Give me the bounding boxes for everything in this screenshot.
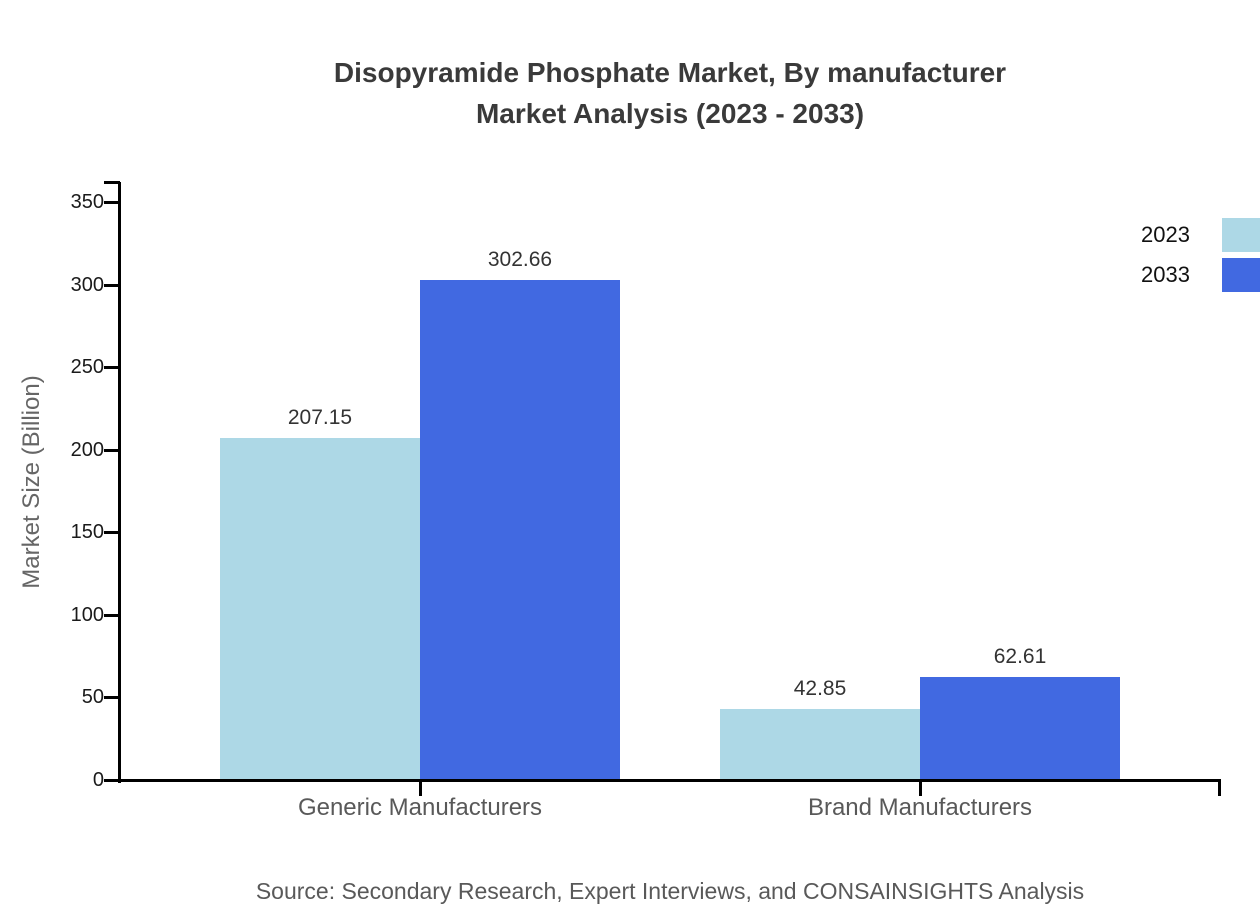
y-tick-100 (104, 613, 120, 617)
y-tick-50 (104, 696, 120, 700)
source-note: Source: Secondary Research, Expert Inter… (255, 878, 1085, 904)
y-tick-250 (104, 366, 120, 370)
bar-2033-brand-manufacturers (920, 676, 1120, 781)
x-axis-line (118, 779, 1221, 782)
y-tick-150 (104, 531, 120, 535)
x-tick-brand-manufacturers (918, 780, 922, 796)
bar-2023-generic-manufacturers (220, 437, 420, 781)
y-tick-label-350: 350 (70, 191, 104, 213)
value-label-2033-brand-manufacturers: 62.61 (993, 644, 1047, 668)
value-label-2023-brand-manufacturers: 42.85 (793, 677, 847, 701)
x-tick-generic-manufacturers (418, 780, 422, 796)
legend-item-2033: 2033 (1141, 258, 1260, 292)
x-category-label-generic-manufacturers: Generic Manufacturers (297, 794, 543, 821)
y-axis-end-cap (104, 181, 120, 184)
y-axis-line (118, 182, 121, 783)
y-tick-label-250: 250 (70, 356, 104, 379)
y-tick-label-100: 100 (70, 603, 104, 626)
legend-swatch-2033 (1222, 258, 1260, 292)
y-tick-350 (104, 201, 120, 204)
legend-swatch-2023 (1222, 218, 1260, 252)
legend-label-2023: 2023 (1141, 222, 1190, 247)
y-tick-label-300: 300 (70, 273, 104, 296)
y-tick-label-0: 0 (92, 769, 104, 791)
y-tick-200 (104, 448, 120, 452)
value-label-2033-generic-manufacturers: 302.66 (487, 248, 553, 272)
y-tick-300 (104, 283, 120, 287)
chart-title: Disopyramide Phosphate Market, By manufa… (120, 52, 1220, 134)
x-category-label-brand-manufacturers: Brand Manufacturers (807, 794, 1033, 821)
x-axis-end-cap (1218, 780, 1221, 796)
chart-title-line-1: Disopyramide Phosphate Market, By manufa… (333, 57, 1007, 88)
bar-2023-brand-manufacturers (720, 709, 920, 781)
legend: 2023 2033 (1141, 218, 1260, 298)
chart-title-line-2: Market Analysis (2023 - 2033) (475, 98, 865, 129)
legend-item-2023: 2023 (1141, 218, 1260, 252)
value-label-2023-generic-manufacturers: 207.15 (287, 405, 353, 429)
y-tick-label-200: 200 (70, 438, 104, 461)
y-tick-label-150: 150 (70, 521, 104, 544)
bar-2033-generic-manufacturers (420, 280, 620, 781)
y-tick-label-50: 50 (81, 686, 104, 709)
legend-label-2033: 2033 (1141, 262, 1190, 287)
y-tick-0 (104, 779, 120, 782)
